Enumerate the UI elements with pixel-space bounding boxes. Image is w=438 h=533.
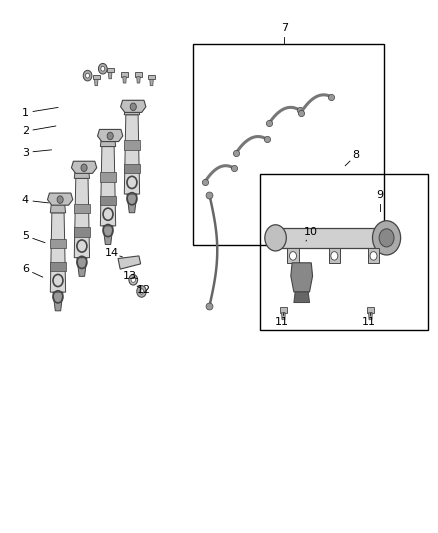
Polygon shape (103, 226, 113, 245)
Text: 6: 6 (22, 264, 29, 274)
Polygon shape (282, 313, 285, 320)
Polygon shape (50, 238, 66, 248)
Polygon shape (77, 257, 87, 277)
Text: 4: 4 (22, 195, 29, 205)
Text: 5: 5 (22, 231, 29, 241)
Circle shape (290, 252, 297, 260)
Polygon shape (148, 75, 155, 79)
Text: 2: 2 (22, 126, 29, 136)
Polygon shape (127, 194, 137, 213)
Bar (368, 248, 379, 263)
Bar (328, 248, 340, 263)
Polygon shape (368, 313, 372, 320)
Polygon shape (50, 213, 66, 292)
Bar (193, 44, 385, 245)
Polygon shape (135, 72, 142, 77)
Polygon shape (98, 130, 123, 142)
Polygon shape (74, 228, 89, 237)
Circle shape (107, 132, 113, 140)
Circle shape (83, 70, 92, 81)
Circle shape (331, 252, 338, 260)
Text: 8: 8 (353, 150, 360, 160)
Polygon shape (124, 101, 140, 115)
Text: 11: 11 (275, 317, 289, 327)
Polygon shape (50, 199, 66, 213)
Polygon shape (53, 292, 63, 311)
Polygon shape (74, 179, 89, 257)
Circle shape (130, 103, 136, 110)
Bar (287, 248, 299, 263)
Circle shape (57, 196, 63, 203)
Polygon shape (71, 161, 97, 173)
Polygon shape (124, 140, 140, 150)
Polygon shape (137, 77, 140, 83)
Polygon shape (100, 147, 116, 226)
Polygon shape (93, 75, 100, 79)
Polygon shape (121, 72, 128, 77)
Polygon shape (118, 256, 141, 269)
Circle shape (99, 63, 107, 74)
Text: 10: 10 (304, 227, 318, 237)
Text: 9: 9 (377, 190, 384, 200)
Polygon shape (120, 100, 146, 112)
Polygon shape (100, 133, 116, 147)
Circle shape (85, 73, 89, 78)
Polygon shape (100, 196, 116, 205)
Bar (260, 174, 428, 330)
Text: 12: 12 (137, 285, 151, 295)
Circle shape (372, 221, 401, 255)
Text: 11: 11 (362, 317, 376, 327)
Circle shape (131, 277, 135, 282)
Circle shape (81, 164, 87, 172)
Circle shape (137, 286, 146, 297)
Bar (276, 228, 387, 248)
Text: 3: 3 (22, 148, 29, 158)
Text: 13: 13 (123, 271, 137, 281)
Polygon shape (150, 79, 153, 86)
Circle shape (265, 225, 286, 251)
Circle shape (370, 252, 377, 260)
Text: 14: 14 (105, 248, 120, 259)
Polygon shape (109, 72, 112, 79)
Text: 1: 1 (22, 108, 29, 118)
Polygon shape (291, 263, 313, 292)
Polygon shape (95, 79, 98, 86)
Polygon shape (107, 68, 114, 72)
Polygon shape (47, 193, 73, 205)
Circle shape (139, 289, 144, 294)
Polygon shape (279, 308, 287, 313)
Polygon shape (294, 292, 310, 303)
Polygon shape (100, 172, 116, 182)
Polygon shape (123, 77, 126, 83)
Polygon shape (367, 308, 374, 313)
Circle shape (129, 274, 138, 285)
Circle shape (379, 229, 394, 247)
Polygon shape (124, 164, 140, 173)
Circle shape (101, 66, 105, 71)
Polygon shape (124, 115, 140, 194)
Text: 7: 7 (281, 23, 288, 33)
Polygon shape (74, 204, 89, 213)
Polygon shape (74, 164, 89, 179)
Polygon shape (50, 262, 66, 271)
